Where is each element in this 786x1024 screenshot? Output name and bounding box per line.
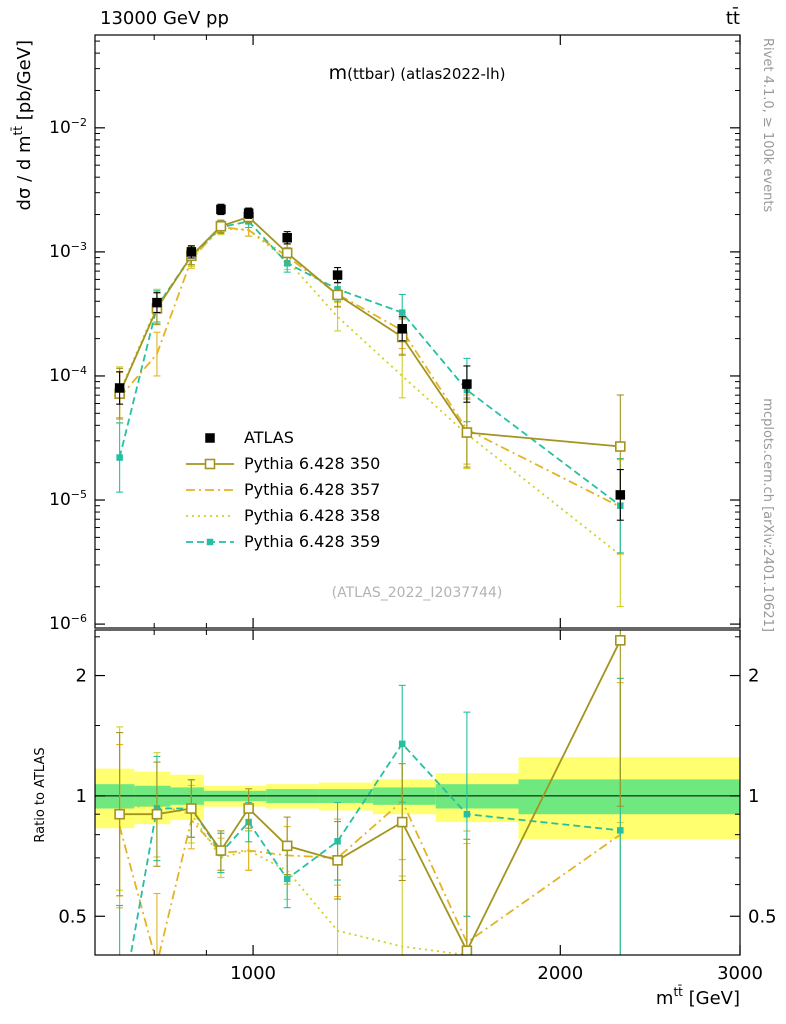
data-point-atlas xyxy=(397,324,407,334)
data-point-py359 xyxy=(463,810,471,818)
data-point-py350 xyxy=(461,945,473,955)
data-point-py350 xyxy=(281,840,293,852)
data-point-atlas xyxy=(205,433,215,443)
data-point-py350 xyxy=(215,220,227,232)
data-point-py359 xyxy=(206,538,214,546)
ratio-series-py350 xyxy=(114,630,626,955)
header-left: 13000 GeV pp xyxy=(100,8,229,29)
y-tick-label: 10−6 xyxy=(49,612,87,634)
data-point-py350 xyxy=(186,803,197,814)
header-right: tt̄ xyxy=(726,7,740,29)
data-point-py359 xyxy=(116,454,123,461)
plot-title: m(ttbar) (atlas2022-lh) xyxy=(329,62,506,84)
data-point-atlas xyxy=(152,297,162,308)
ratio-tick-label: 1 xyxy=(76,786,87,807)
data-point-atlas xyxy=(615,490,626,500)
legend-label-py357: Pythia 6.428 357 xyxy=(244,480,380,499)
x-axis-label: mtt̄ [GeV] xyxy=(656,985,740,1009)
data-point-py350 xyxy=(615,441,626,452)
legend-label-py358: Pythia 6.428 358 xyxy=(244,506,380,525)
data-point-py350 xyxy=(281,247,293,259)
ratio-tick-label: 2 xyxy=(748,666,759,687)
data-point-py359 xyxy=(283,259,291,267)
data-point-py359 xyxy=(116,1014,123,1021)
x-tick-label: 1000 xyxy=(230,963,276,984)
y-tick-label: 10−2 xyxy=(49,116,87,138)
data-point-atlas xyxy=(462,379,472,389)
data-point-py350 xyxy=(243,803,254,814)
data-point-py350 xyxy=(396,816,408,828)
mcplots-note: mcplots.cern.ch [arXiv:2401.10621] xyxy=(760,398,775,632)
ratio-y-axis-label: Ratio to ATLAS xyxy=(33,747,48,842)
x-tick-label: 3000 xyxy=(717,963,763,984)
data-point-py359 xyxy=(398,740,406,748)
ratio-panel-frame xyxy=(94,629,741,956)
ratio-tick-label: 1 xyxy=(748,786,759,807)
data-point-atlas xyxy=(243,208,254,218)
y-tick-label: 10−3 xyxy=(49,240,87,262)
data-point-atlas xyxy=(282,233,292,243)
data-point-atlas xyxy=(186,247,197,257)
ratio-tick-label: 0.5 xyxy=(748,906,777,927)
data-point-py350 xyxy=(215,845,227,856)
chart-graphics: 10−2 10−3 10−4 10−5 10−6 1000 2000 3000 2 2 1 1 0.5 0… xyxy=(49,34,777,1021)
y-axis-label: dσ / d mtt̄ [pb/GeV] xyxy=(11,40,35,210)
data-point-atlas xyxy=(332,270,343,280)
data-point-py350 xyxy=(332,289,343,301)
legend-label-py350: Pythia 6.428 350 xyxy=(244,454,380,473)
data-point-atlas xyxy=(216,204,226,215)
y-tick-label: 10−5 xyxy=(49,488,87,510)
y-tick-label: 10−4 xyxy=(49,364,87,386)
legend-label-py359: Pythia 6.428 359 xyxy=(244,532,380,551)
data-point-atlas xyxy=(114,383,125,393)
data-point-py350 xyxy=(615,635,626,646)
ratio-tick-label: 0.5 xyxy=(58,906,87,927)
rivet-version-note: Rivet 4.1.0, ≥ 100k events xyxy=(760,38,775,212)
main-panel-frame xyxy=(94,34,741,629)
data-point-py359 xyxy=(398,309,406,316)
data-point-py359 xyxy=(617,827,624,834)
data-point-py359 xyxy=(283,875,291,883)
main-series-atlas xyxy=(114,203,626,521)
data-point-py350 xyxy=(204,458,216,470)
legend: ATLAS Pythia 6.428 350 Pythia 6.428 357 Pyt… xyxy=(186,428,380,551)
main-series-py357 xyxy=(116,220,624,555)
ratio-tick-label: 2 xyxy=(76,666,87,687)
watermark: (ATLAS_2022_I2037744) xyxy=(332,585,503,601)
x-tick-label: 2000 xyxy=(537,963,583,984)
data-point-py350 xyxy=(461,427,473,438)
data-point-py350 xyxy=(114,808,125,820)
legend-label-atlas: ATLAS xyxy=(244,428,294,447)
data-point-py350 xyxy=(332,855,343,866)
data-point-py350 xyxy=(151,808,163,820)
